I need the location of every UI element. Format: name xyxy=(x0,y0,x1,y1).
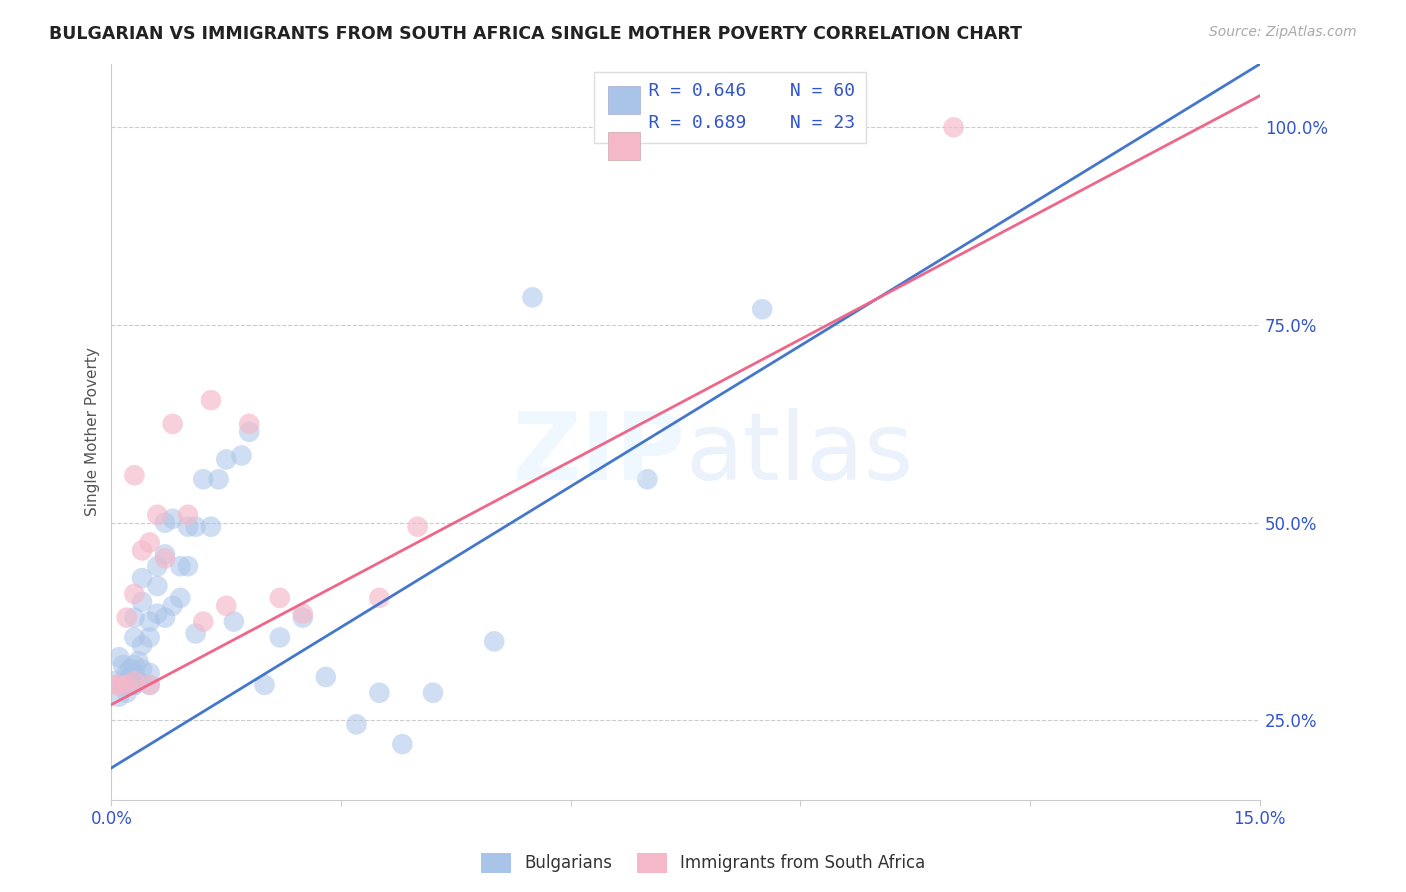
Point xyxy=(138,535,160,549)
Point xyxy=(138,665,160,680)
Point xyxy=(146,508,169,522)
Point xyxy=(146,559,169,574)
Point xyxy=(138,678,160,692)
Point xyxy=(200,393,222,408)
Point xyxy=(124,678,146,692)
Point xyxy=(124,678,146,692)
Point xyxy=(138,631,160,645)
Point xyxy=(368,686,391,700)
Point xyxy=(215,599,238,613)
Point xyxy=(131,595,153,609)
Point xyxy=(177,559,200,574)
Point xyxy=(391,737,413,751)
Point xyxy=(138,615,160,629)
Text: R = 0.646    N = 60
    R = 0.689    N = 23: R = 0.646 N = 60 R = 0.689 N = 23 xyxy=(605,82,855,132)
Point xyxy=(942,120,965,135)
Point xyxy=(131,543,153,558)
Point xyxy=(124,658,146,673)
Point xyxy=(115,686,138,700)
Point xyxy=(291,607,314,621)
Point xyxy=(177,508,200,522)
Point xyxy=(162,417,184,431)
Point xyxy=(177,519,200,533)
Point xyxy=(169,559,191,574)
Point xyxy=(127,673,149,688)
Point xyxy=(104,673,127,688)
Point xyxy=(124,587,146,601)
Point xyxy=(522,290,544,304)
Point xyxy=(124,468,146,483)
Point xyxy=(124,665,146,680)
Point xyxy=(111,678,134,692)
Y-axis label: Single Mother Poverty: Single Mother Poverty xyxy=(86,347,100,516)
Point xyxy=(207,472,229,486)
Point xyxy=(200,519,222,533)
Point xyxy=(153,610,176,624)
Point xyxy=(231,449,253,463)
Point xyxy=(104,678,127,692)
Point xyxy=(162,512,184,526)
Point xyxy=(146,579,169,593)
Legend: Bulgarians, Immigrants from South Africa: Bulgarians, Immigrants from South Africa xyxy=(474,847,932,880)
Point xyxy=(184,519,207,533)
Point xyxy=(238,425,260,439)
Point xyxy=(751,302,773,317)
Point xyxy=(111,658,134,673)
Point xyxy=(169,591,191,605)
Bar xyxy=(607,87,640,114)
Point xyxy=(108,678,131,692)
Bar xyxy=(607,132,640,161)
Point xyxy=(153,547,176,561)
Point xyxy=(108,690,131,704)
Point xyxy=(184,626,207,640)
Point xyxy=(484,634,506,648)
Point xyxy=(269,631,291,645)
Point xyxy=(193,615,215,629)
Point xyxy=(115,665,138,680)
Point xyxy=(162,599,184,613)
Point xyxy=(127,654,149,668)
Text: BULGARIAN VS IMMIGRANTS FROM SOUTH AFRICA SINGLE MOTHER POVERTY CORRELATION CHAR: BULGARIAN VS IMMIGRANTS FROM SOUTH AFRIC… xyxy=(49,25,1022,43)
Point xyxy=(108,650,131,665)
Text: atlas: atlas xyxy=(686,408,914,500)
Point xyxy=(406,519,429,533)
Point xyxy=(291,610,314,624)
Point xyxy=(115,673,138,688)
Point xyxy=(238,417,260,431)
Point xyxy=(193,472,215,486)
Point xyxy=(215,452,238,467)
Point xyxy=(269,591,291,605)
Text: Source: ZipAtlas.com: Source: ZipAtlas.com xyxy=(1209,25,1357,39)
Point xyxy=(315,670,337,684)
Point xyxy=(344,717,367,731)
Point xyxy=(120,670,142,684)
Point xyxy=(131,571,153,585)
Point xyxy=(115,610,138,624)
Point xyxy=(153,516,176,530)
Point xyxy=(153,551,176,566)
Point xyxy=(146,607,169,621)
Point xyxy=(115,678,138,692)
Point xyxy=(131,662,153,676)
Point xyxy=(124,610,146,624)
Point xyxy=(124,631,146,645)
Point xyxy=(124,673,146,688)
Point xyxy=(222,615,245,629)
Point xyxy=(131,638,153,652)
Point xyxy=(368,591,391,605)
Point xyxy=(138,678,160,692)
Point xyxy=(422,686,444,700)
Text: ZIP: ZIP xyxy=(513,408,686,500)
Point xyxy=(636,472,658,486)
Point xyxy=(115,678,138,692)
Point xyxy=(253,678,276,692)
Point xyxy=(120,662,142,676)
